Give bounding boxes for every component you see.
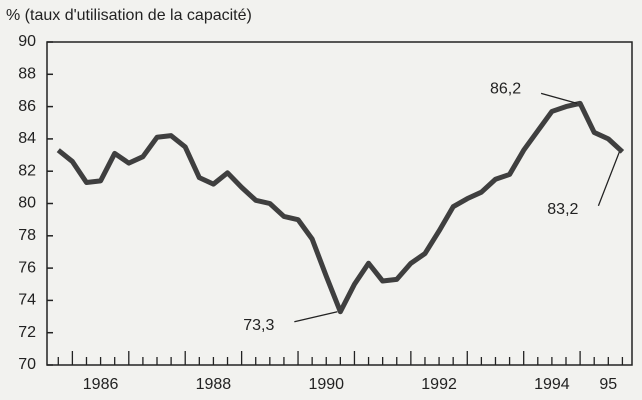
annotation: 73,3 (243, 317, 274, 334)
y-tick-label: 86 (18, 98, 36, 115)
y-tick-label: 72 (18, 324, 36, 341)
x-tick-label: 1994 (534, 376, 570, 393)
y-tick-label: 82 (18, 162, 36, 179)
annotation-arrow (294, 311, 338, 323)
annotation-arrow (540, 92, 578, 104)
y-tick-label: 78 (18, 227, 36, 244)
y-tick-label: 76 (18, 259, 36, 276)
y-tick-label: 74 (18, 292, 36, 309)
x-tick-label: 1988 (196, 376, 232, 393)
chart-title: % (taux d'utilisation de la capacité) (6, 7, 252, 24)
y-tick-label: 84 (18, 130, 36, 147)
x-tick-label: 95 (599, 376, 617, 393)
annotation-arrow (597, 151, 621, 207)
y-tick-label: 88 (18, 66, 36, 83)
x-tick-label: 1992 (421, 376, 457, 393)
y-tick-label: 90 (18, 33, 36, 50)
annotation: 83,2 (547, 201, 578, 218)
y-tick-label: 80 (18, 195, 36, 212)
plot-frame (46, 41, 633, 366)
data-line (56, 100, 625, 315)
y-tick-label: 70 (18, 356, 36, 373)
x-tick-label: 1990 (308, 376, 344, 393)
annotation: 86,2 (490, 81, 521, 98)
x-tick-label: 1986 (83, 376, 119, 393)
